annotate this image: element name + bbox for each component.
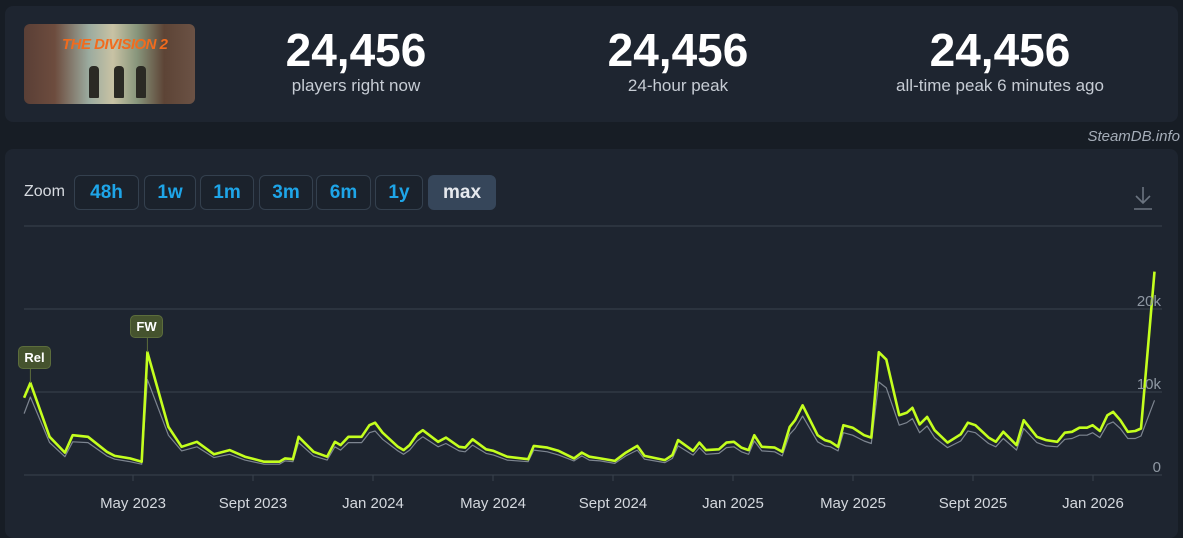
stat-value: 24,456	[607, 24, 749, 76]
series-line-average	[23, 379, 1156, 465]
zoom-max-button[interactable]: max	[428, 175, 496, 210]
series-line-players	[22, 271, 1156, 463]
stats-panel: THE DIVISION 2 24,456 players right now …	[5, 6, 1178, 122]
y-tick-label: 20k	[1137, 293, 1162, 310]
stat-label: 24-hour peak	[627, 76, 729, 95]
x-tick-label: Jan 2025	[702, 495, 764, 512]
x-tick-label: May 2024	[460, 495, 526, 512]
zoom-1w-button[interactable]: 1w	[144, 175, 196, 210]
annotation-flag-fw[interactable]: FW	[130, 315, 163, 339]
figure-icon	[136, 66, 146, 98]
zoom-48h-button[interactable]: 48h	[74, 175, 139, 210]
x-tick-label: Sept 2023	[219, 495, 287, 512]
y-tick-label: 10k	[1137, 376, 1162, 393]
zoom-label: Zoom	[24, 183, 65, 200]
chart-panel	[5, 149, 1178, 538]
figure-icon	[89, 66, 99, 98]
x-tick-label: Jan 2026	[1062, 495, 1124, 512]
zoom-1m-button[interactable]: 1m	[200, 175, 254, 210]
x-tick-label: Sept 2024	[579, 495, 647, 512]
stat-value: 24,456	[929, 24, 1071, 76]
x-tick-label: Jan 2024	[342, 495, 404, 512]
x-tick-label: May 2023	[100, 495, 166, 512]
logo-text: THE DIVISION 2	[62, 36, 168, 53]
stat-value: 24,456	[285, 24, 427, 76]
zoom-3m-button[interactable]: 3m	[259, 175, 313, 210]
y-tick-label: 0	[1153, 459, 1161, 476]
zoom-6m-button[interactable]: 6m	[316, 175, 371, 210]
stat-24h-peak: 24,456 24-hour peak	[528, 24, 828, 96]
download-icon[interactable]	[1132, 185, 1154, 211]
stat-all-time-peak: 24,456 all-time peak 6 minutes ago	[850, 24, 1150, 96]
steamdb-credit[interactable]: SteamDB.info	[1087, 128, 1180, 145]
stat-label: all-time peak 6 minutes ago	[896, 76, 1104, 95]
x-tick-label: Sept 2025	[939, 495, 1007, 512]
figure-icon	[114, 66, 124, 98]
stat-label: players right now	[291, 76, 421, 95]
x-tick-label: May 2025	[820, 495, 886, 512]
stat-players-now: 24,456 players right now	[206, 24, 506, 96]
game-logo[interactable]: THE DIVISION 2	[24, 24, 195, 104]
annotation-flag-rel[interactable]: Rel	[18, 345, 51, 369]
zoom-1y-button[interactable]: 1y	[375, 175, 423, 210]
